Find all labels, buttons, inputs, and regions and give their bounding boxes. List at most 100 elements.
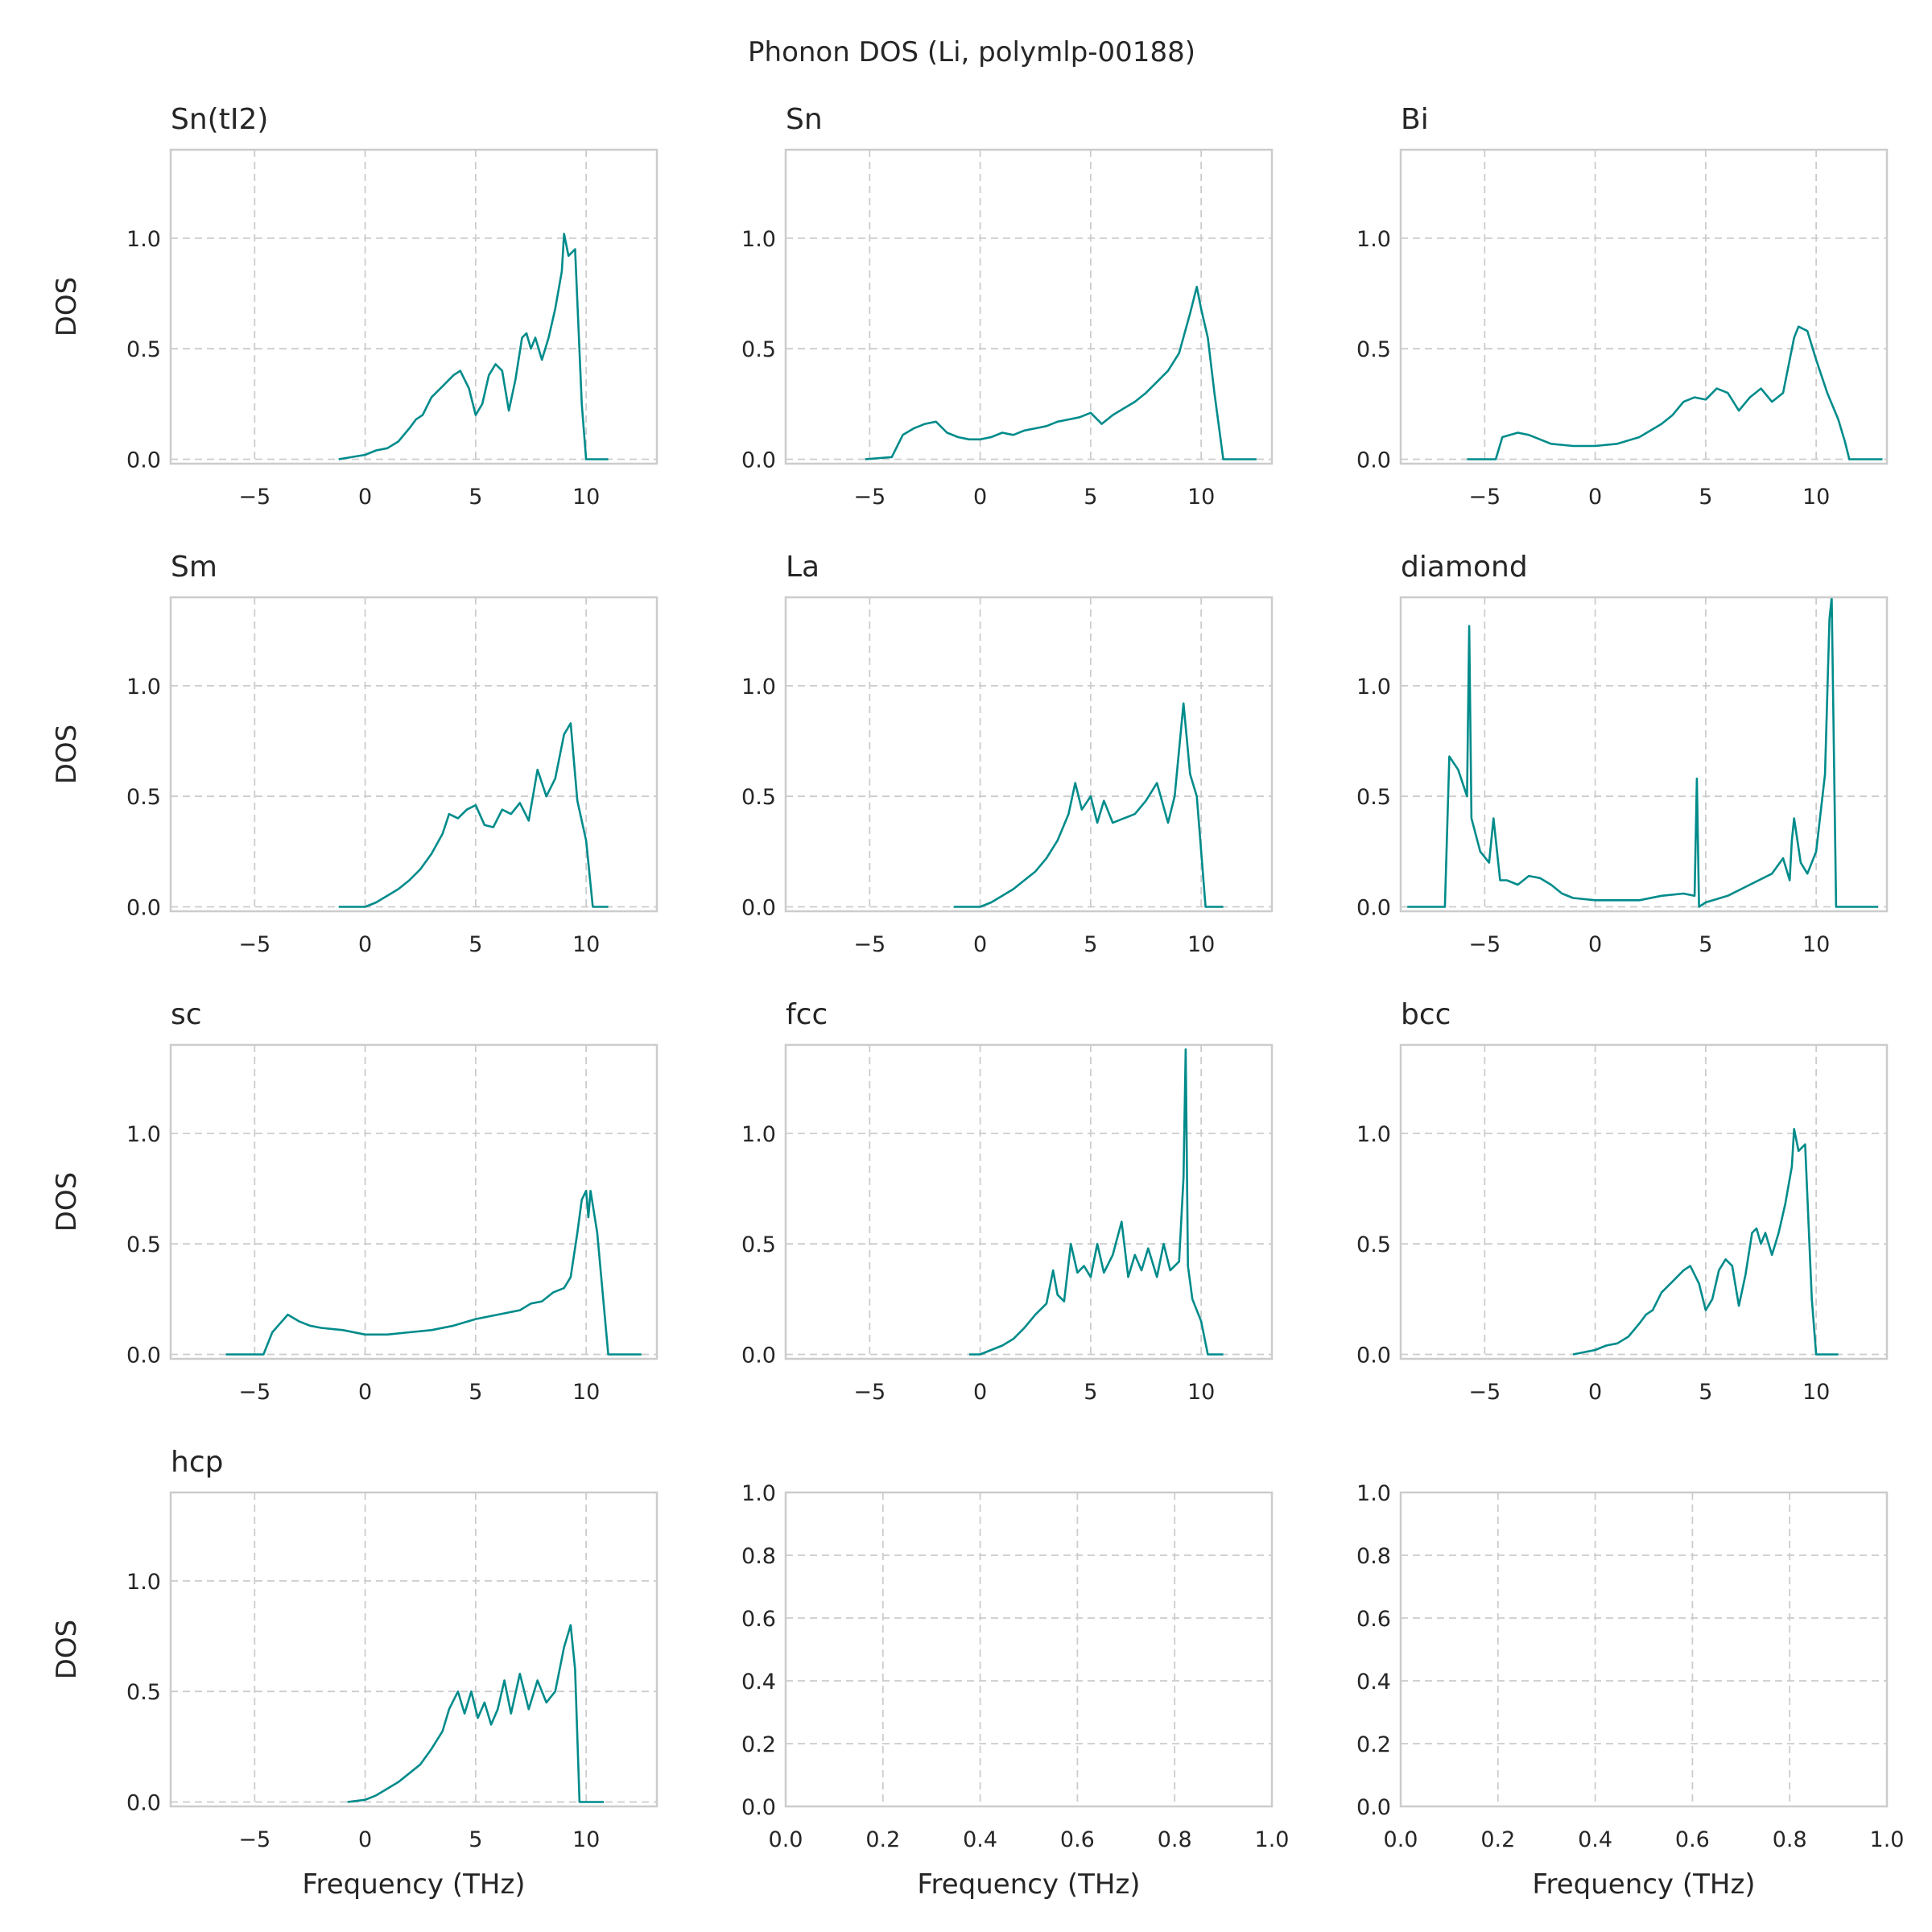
x-tick-label: 0.4 [1578, 1827, 1612, 1852]
x-tick-label: 5 [1699, 485, 1712, 510]
x-tick-label: −5 [238, 1827, 270, 1852]
y-tick-label: 1.0 [126, 1122, 161, 1147]
plot-frame [1399, 1043, 1889, 1360]
subplot-grid: −5 0 5 10 0.0 0.5 1.0 Sn(tI2) DOS −5 0 5 10 0.0 0.5 1.0… [51, 103, 1904, 1901]
y-tick-label: 0.0 [126, 1344, 161, 1368]
x-tick-label: 10 [572, 1380, 600, 1405]
y-tick-label: 0.5 [741, 1232, 776, 1257]
subplot-3: −5 0 5 10 0.0 0.5 1.0 Bi [1356, 103, 1889, 510]
x-tick-label: 10 [1802, 485, 1830, 510]
y-tick-label: 0.6 [1356, 1607, 1391, 1632]
subplot-7: −5 0 5 10 0.0 0.5 1.0 sc DOS [51, 998, 658, 1405]
plot-frame [1399, 1491, 1889, 1808]
subplot-1: −5 0 5 10 0.0 0.5 1.0 Sn(tI2) DOS [51, 103, 658, 510]
subplot-title: bcc [1401, 998, 1451, 1031]
subplot-title: sc [171, 998, 202, 1031]
x-tick-label: −5 [1468, 1380, 1501, 1405]
y-tick-label: 0.0 [741, 1344, 776, 1368]
y-tick-label: 1.0 [126, 227, 161, 252]
plot-frame [784, 596, 1274, 913]
subplot-8: −5 0 5 10 0.0 0.5 1.0 fcc [741, 998, 1274, 1405]
subplot-title: hcp [171, 1446, 223, 1479]
y-tick-label: 1.0 [1356, 227, 1391, 252]
y-tick-label: 0.5 [126, 1232, 161, 1257]
dos-curve [968, 1048, 1224, 1356]
subplot-title: Sn [786, 103, 823, 136]
x-tick-label: 10 [1187, 932, 1215, 957]
x-tick-label: 10 [572, 1827, 600, 1852]
y-tick-label: 0.2 [741, 1732, 776, 1757]
y-tick-label: 0.4 [1356, 1670, 1391, 1695]
x-tick-label: 0.8 [1773, 1827, 1807, 1852]
dos-curve [1572, 1128, 1839, 1356]
y-tick-label: 0.6 [741, 1607, 776, 1632]
x-tick-label: 5 [469, 1380, 482, 1405]
x-tick-label: 0 [358, 1380, 372, 1405]
subplot-12: 0.0 0.2 0.4 0.6 0.8 1.0 0.0 0.2 0.4 0.6 0.8 1.0 Freq… [1356, 1481, 1904, 1901]
x-tick-label: 0 [973, 485, 987, 510]
y-tick-label: 0.0 [741, 448, 776, 473]
x-tick-label: 5 [1084, 932, 1097, 957]
x-axis-label: Frequency (THz) [1532, 1868, 1755, 1901]
subplot-5: −5 0 5 10 0.0 0.5 1.0 La [741, 551, 1274, 957]
y-tick-label: 0.5 [1356, 1232, 1391, 1257]
x-tick-label: −5 [1468, 932, 1501, 957]
dos-curve [338, 233, 609, 460]
y-tick-label: 0.0 [1356, 1344, 1391, 1368]
x-tick-label: −5 [853, 485, 886, 510]
y-tick-label: 1.0 [741, 227, 776, 252]
plot-frame [784, 148, 1274, 465]
y-tick-label: 0.0 [126, 448, 161, 473]
subplot-9: −5 0 5 10 0.0 0.5 1.0 bcc [1356, 998, 1889, 1405]
y-tick-label: 1.0 [126, 1570, 161, 1595]
plot-frame [169, 1043, 658, 1360]
x-tick-label: 0.2 [1480, 1827, 1515, 1852]
x-tick-label: 5 [469, 932, 482, 957]
y-tick-label: 0.5 [126, 1680, 161, 1705]
dos-curve [338, 722, 609, 908]
plot-frame [784, 1491, 1274, 1808]
x-tick-label: 1.0 [1870, 1827, 1905, 1852]
y-tick-label: 1.0 [741, 1122, 776, 1147]
subplot-title: La [786, 551, 819, 584]
y-tick-label: 0.4 [741, 1670, 776, 1695]
y-tick-label: 0.0 [126, 1791, 161, 1816]
x-tick-label: 0.6 [1675, 1827, 1710, 1852]
subplot-title: fcc [786, 998, 828, 1031]
x-tick-label: −5 [853, 1380, 886, 1405]
x-tick-label: 10 [572, 485, 600, 510]
x-tick-label: 0 [1588, 1380, 1602, 1405]
dos-curve [1407, 596, 1878, 908]
x-tick-label: 0.2 [865, 1827, 900, 1852]
plot-frame [784, 1043, 1274, 1360]
y-tick-label: 1.0 [1356, 675, 1391, 700]
y-tick-label: 0.5 [741, 785, 776, 810]
y-tick-label: 0.5 [126, 337, 161, 362]
x-tick-label: −5 [238, 1380, 270, 1405]
y-tick-label: 0.2 [1356, 1732, 1391, 1757]
plot-frame [1399, 596, 1889, 913]
x-tick-label: 5 [1699, 932, 1712, 957]
y-tick-label: 1.0 [126, 675, 161, 700]
y-tick-label: 0.0 [741, 1795, 776, 1820]
dos-curve [865, 285, 1257, 460]
y-tick-label: 0.5 [1356, 337, 1391, 362]
plot-frame [169, 148, 658, 465]
y-tick-label: 1.0 [741, 675, 776, 700]
x-tick-label: −5 [853, 932, 886, 957]
plot-frame [169, 1491, 658, 1808]
y-tick-label: 0.0 [1356, 896, 1391, 921]
x-tick-label: 0 [358, 1827, 372, 1852]
y-tick-label: 1.0 [1356, 1481, 1391, 1506]
y-tick-label: 0.0 [126, 896, 161, 921]
x-tick-label: 0.0 [1384, 1827, 1418, 1852]
x-tick-label: 0 [973, 1380, 987, 1405]
subplot-title: diamond [1401, 551, 1528, 584]
y-tick-label: 1.0 [1356, 1122, 1391, 1147]
x-tick-label: 0.8 [1158, 1827, 1192, 1852]
plot-frame [1399, 148, 1889, 465]
x-tick-label: −5 [238, 485, 270, 510]
y-axis-label: DOS [51, 277, 83, 337]
x-tick-label: 0 [1588, 485, 1602, 510]
